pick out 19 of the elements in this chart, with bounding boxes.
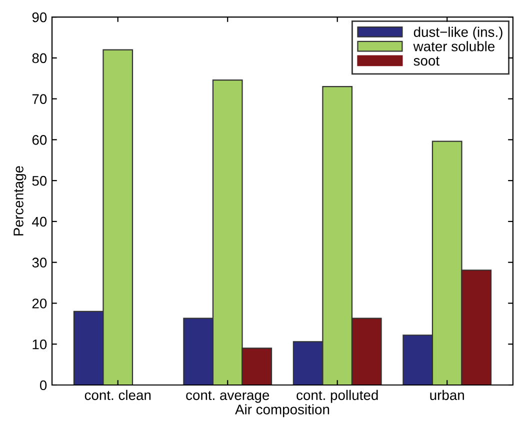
- legend-label: water soluble: [413, 41, 495, 52]
- y-tick-label: 10: [32, 339, 47, 350]
- x-tick-label: cont. polluted: [296, 390, 378, 403]
- x-tick-label: urban: [430, 390, 464, 400]
- y-tick-label: 0: [40, 380, 47, 390]
- x-axis-title: Air composition: [235, 404, 330, 418]
- y-tick-label: 40: [32, 216, 47, 227]
- y-tick-label: 50: [32, 176, 47, 186]
- x-tick-label: cont. average: [186, 390, 270, 403]
- x-tick-label: cont. clean: [84, 390, 151, 400]
- y-tick-label: 20: [32, 298, 47, 308]
- y-axis-title: Percentage: [14, 166, 26, 236]
- y-tick-label: 90: [32, 12, 47, 22]
- y-tick-label: 70: [32, 94, 47, 104]
- legend-label: dust−like (ins.): [414, 26, 502, 40]
- legend-label: soot: [414, 56, 440, 66]
- y-tick-label: 60: [32, 135, 47, 145]
- y-tick-label: 30: [32, 258, 47, 268]
- y-tick-label: 80: [32, 53, 47, 64]
